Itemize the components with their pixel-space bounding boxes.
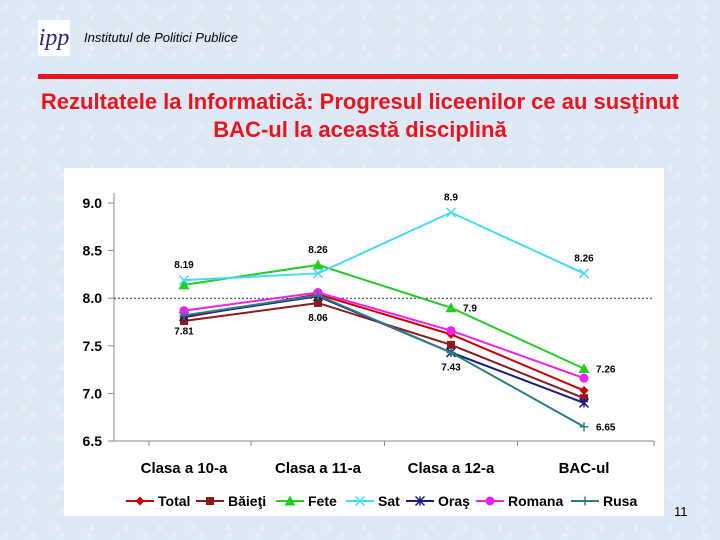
slide-title: Rezultatele la Informatică: Progresul li…	[40, 89, 680, 142]
line-chart: 9.0 8.5 8.0 7.5 7.0 6.5 Clasa a 10-a Clasa a 11…	[83, 193, 655, 509]
data-point-fete	[312, 259, 324, 270]
x-tick-label: BAC-ul	[559, 460, 610, 477]
data-point-fete	[178, 279, 190, 290]
data-point-sat	[312, 268, 324, 279]
x-tick-label: Clasa a 10-a	[141, 460, 228, 477]
data-label: 8.26	[574, 253, 594, 264]
legend-label-oras: Oraş	[438, 493, 470, 509]
legend-label-rusa: Rusa	[603, 493, 637, 509]
data-point-baieti	[180, 317, 188, 326]
legend-marker-total	[135, 496, 145, 506]
legend-marker-romana	[485, 496, 495, 506]
series-line-fete	[183, 263, 585, 370]
legend-label-baieti: Băieţi	[228, 493, 266, 509]
y-tick-label: 8.5	[83, 243, 103, 259]
page-number: 11	[674, 504, 688, 519]
data-point-fete	[445, 302, 457, 313]
series-line-rusa	[183, 294, 585, 428]
title-divider	[38, 74, 678, 79]
data-label: 7.26	[596, 365, 616, 376]
data-point-sat	[578, 268, 590, 279]
data-point-romana	[579, 373, 589, 383]
x-tick-label: Clasa a 11-a	[275, 460, 362, 477]
legend-label-total: Total	[158, 493, 190, 509]
data-point-oras	[578, 397, 590, 408]
data-point-rusa	[313, 290, 323, 300]
legend-marker-fete	[284, 495, 296, 506]
y-tick-label: 7.0	[83, 385, 103, 401]
data-point-romana	[179, 306, 189, 316]
data-label: 8.06	[308, 313, 328, 324]
x-tick-label: Clasa a 12-a	[408, 460, 495, 477]
legend-label-fete: Fete	[308, 493, 337, 509]
series-line-romana	[183, 291, 585, 380]
chart-panel: 9.0 8.5 8.0 7.5 7.0 6.5 Clasa a 10-a Clasa a 11…	[64, 168, 664, 516]
series-line-total	[183, 293, 585, 392]
data-label: 8.26	[308, 245, 328, 256]
legend-marker-rusa	[580, 496, 590, 506]
legend-marker-baieti	[206, 497, 214, 505]
data-label: 7.9	[463, 304, 477, 315]
institute-name: Institutul de Politici Publice	[84, 30, 238, 45]
data-point-rusa	[446, 347, 456, 357]
series-line-baieti	[183, 301, 585, 400]
y-tick-label: 7.5	[83, 338, 103, 354]
legend-marker-oras	[414, 495, 426, 507]
data-point-rusa	[579, 422, 589, 432]
data-label: 7.81	[174, 326, 194, 337]
data-point-baieti	[314, 298, 322, 307]
data-label: 8.19	[174, 260, 194, 271]
data-point-romana	[446, 326, 456, 336]
ipp-logo: ipp	[38, 20, 70, 56]
data-label: 8.9	[444, 193, 458, 204]
data-point-baieti	[447, 340, 455, 349]
data-point-sat	[178, 275, 190, 286]
data-point-baieti	[580, 394, 588, 403]
y-tick-label: 6.5	[83, 433, 103, 449]
legend-label-sat: Sat	[378, 493, 400, 509]
y-tick-label: 8.0	[83, 290, 103, 306]
legend-marker-sat	[354, 495, 366, 507]
data-label: 6.65	[596, 423, 616, 434]
data-point-sat	[445, 207, 457, 218]
y-tick-label: 9.0	[83, 195, 103, 211]
data-point-total	[579, 386, 589, 396]
legend-label-romana: Romana	[508, 493, 563, 509]
data-point-fete	[578, 363, 590, 374]
data-label: 7.43	[441, 362, 461, 373]
series-line-sat	[183, 211, 585, 282]
data-point-rusa	[179, 310, 189, 320]
